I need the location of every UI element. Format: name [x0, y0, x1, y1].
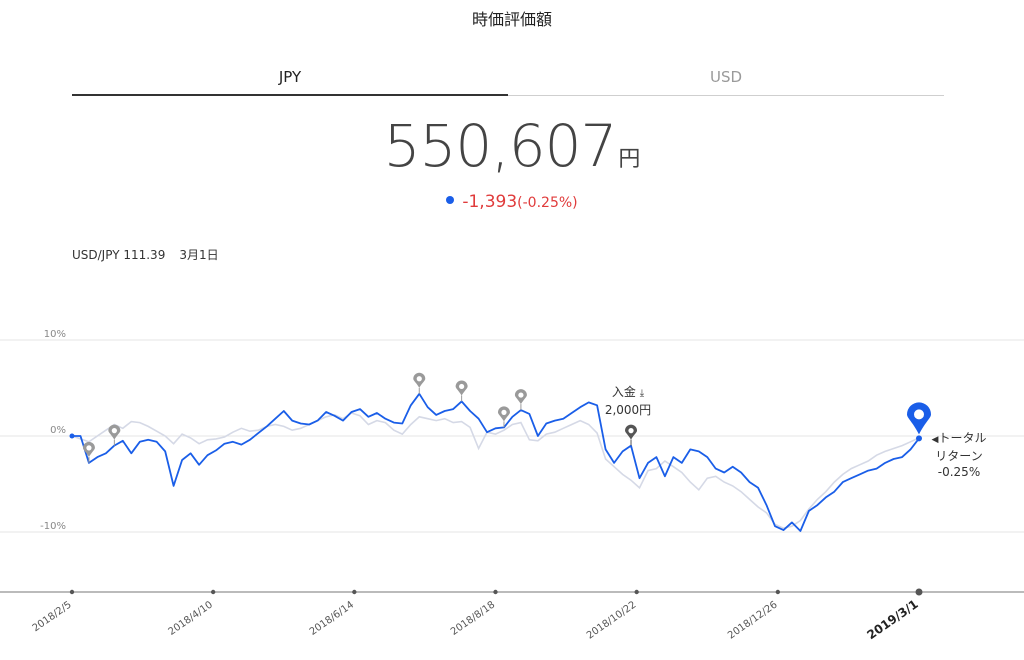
event-pin-icon[interactable] — [514, 389, 527, 411]
deposit-annotation: 入金 ⤓ 2,000円 — [598, 384, 658, 418]
total-return-label-2: リターン — [935, 449, 983, 463]
tab-usd[interactable]: USD — [508, 60, 944, 96]
change-percent: (-0.25%) — [517, 195, 578, 211]
deposit-pin-icon[interactable] — [625, 424, 638, 446]
y-axis-labels: 10% 0% -10% — [40, 329, 66, 532]
start-dot — [69, 433, 75, 439]
valuation-amount: 550,607 — [383, 112, 618, 180]
x-tick-label: 2018/12/26 — [726, 599, 780, 641]
event-markers[interactable] — [82, 372, 638, 463]
page-title: 時価評価額 — [471, 10, 552, 29]
tab-jpy[interactable]: JPY — [72, 60, 508, 96]
chart-grid — [0, 339, 1024, 533]
x-tick-dot — [352, 589, 357, 595]
current-value-marker[interactable] — [907, 402, 931, 442]
pointer-left-icon: ◀ — [931, 435, 939, 445]
portfolio-line — [72, 392, 920, 532]
valuation-display: 550,607円 — [0, 112, 1024, 180]
x-tick-dot — [210, 589, 216, 595]
total-return-value: -0.25% — [937, 465, 981, 479]
total-return-annotation: ◀トータル リターン -0.25% — [924, 430, 994, 480]
benchmark-line — [71, 412, 920, 530]
total-return-label: トータル — [938, 431, 987, 445]
x-tick-label: 2018/6/14 — [308, 599, 356, 637]
y-tick-label: 0% — [50, 425, 66, 436]
x-tick-label: 2018/2/5 — [31, 599, 74, 634]
y-tick-label: 10% — [44, 329, 66, 340]
event-pin-icon[interactable] — [108, 424, 121, 446]
chart-series — [69, 392, 920, 532]
event-pin-icon[interactable] — [455, 380, 468, 402]
fx-rate-info: USD/JPY 111.39 3月1日 — [72, 246, 219, 263]
change-amount: -1,393 — [462, 192, 518, 212]
x-tick-dot — [493, 589, 498, 595]
x-tick-dot — [634, 589, 639, 595]
deposit-amount: 2,000円 — [604, 403, 652, 417]
x-tick-label: 2018/10/22 — [585, 599, 639, 641]
x-tick-dot — [915, 588, 923, 596]
daily-change: -1,393(-0.25%) — [0, 192, 1024, 212]
current-dot — [916, 435, 922, 442]
x-tick-label: 2018/4/10 — [167, 599, 215, 637]
x-axis: 2018/2/5 2018/4/10 2018/6/14 2018/8/18 2018/… — [0, 588, 1024, 642]
deposit-label: 入金 — [611, 385, 636, 399]
x-tick-label: 2019/3/1 — [864, 597, 920, 642]
x-tick-label: 2018/8/18 — [449, 599, 497, 637]
performance-chart[interactable]: 10%0%-10% 2018/2/5 2018/4/10 2018/6/14 2018… — [0, 320, 1024, 660]
fx-pair: USD/JPY 111.39 — [72, 248, 166, 262]
x-tick-dot — [69, 589, 75, 595]
fx-date: 3月1日 — [179, 248, 219, 262]
event-pin-icon[interactable] — [497, 406, 510, 428]
portfolio-dot-icon — [446, 196, 455, 204]
valuation-unit: 円 — [618, 147, 641, 172]
event-pin-icon[interactable] — [413, 372, 426, 394]
event-pin-icon[interactable] — [82, 441, 95, 463]
x-tick-dot — [775, 589, 781, 595]
y-tick-label: -10% — [40, 521, 66, 532]
location-pin-icon[interactable] — [907, 402, 931, 435]
download-icon: ⤓ — [639, 388, 645, 399]
